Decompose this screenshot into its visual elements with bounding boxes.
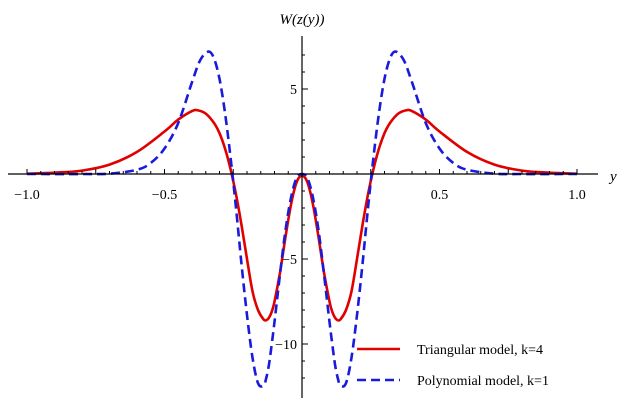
x-axis-title: y (608, 169, 617, 185)
y-axis-title: W(z(y)) (280, 12, 325, 28)
legend: Triangular model, k=4 Polynomial model, k… (357, 343, 549, 389)
x-tick-label: 1.0 (568, 188, 586, 203)
y-tick-label: 5 (290, 83, 297, 98)
labels-layer: −1.0 −0.5 0.5 1.0 5 −5 −10 W(z(y)) y (14, 12, 617, 353)
x-tick-label: −0.5 (152, 188, 177, 203)
x-tick-label: 0.5 (431, 188, 449, 203)
y-tick-label: −5 (282, 253, 297, 268)
y-tick-label: −10 (275, 338, 297, 353)
x-tick-label: −1.0 (14, 188, 39, 203)
axes-layer (8, 36, 598, 398)
legend-label-1: Polynomial model, k=1 (417, 374, 549, 389)
legend-label-0: Triangular model, k=4 (417, 343, 543, 358)
